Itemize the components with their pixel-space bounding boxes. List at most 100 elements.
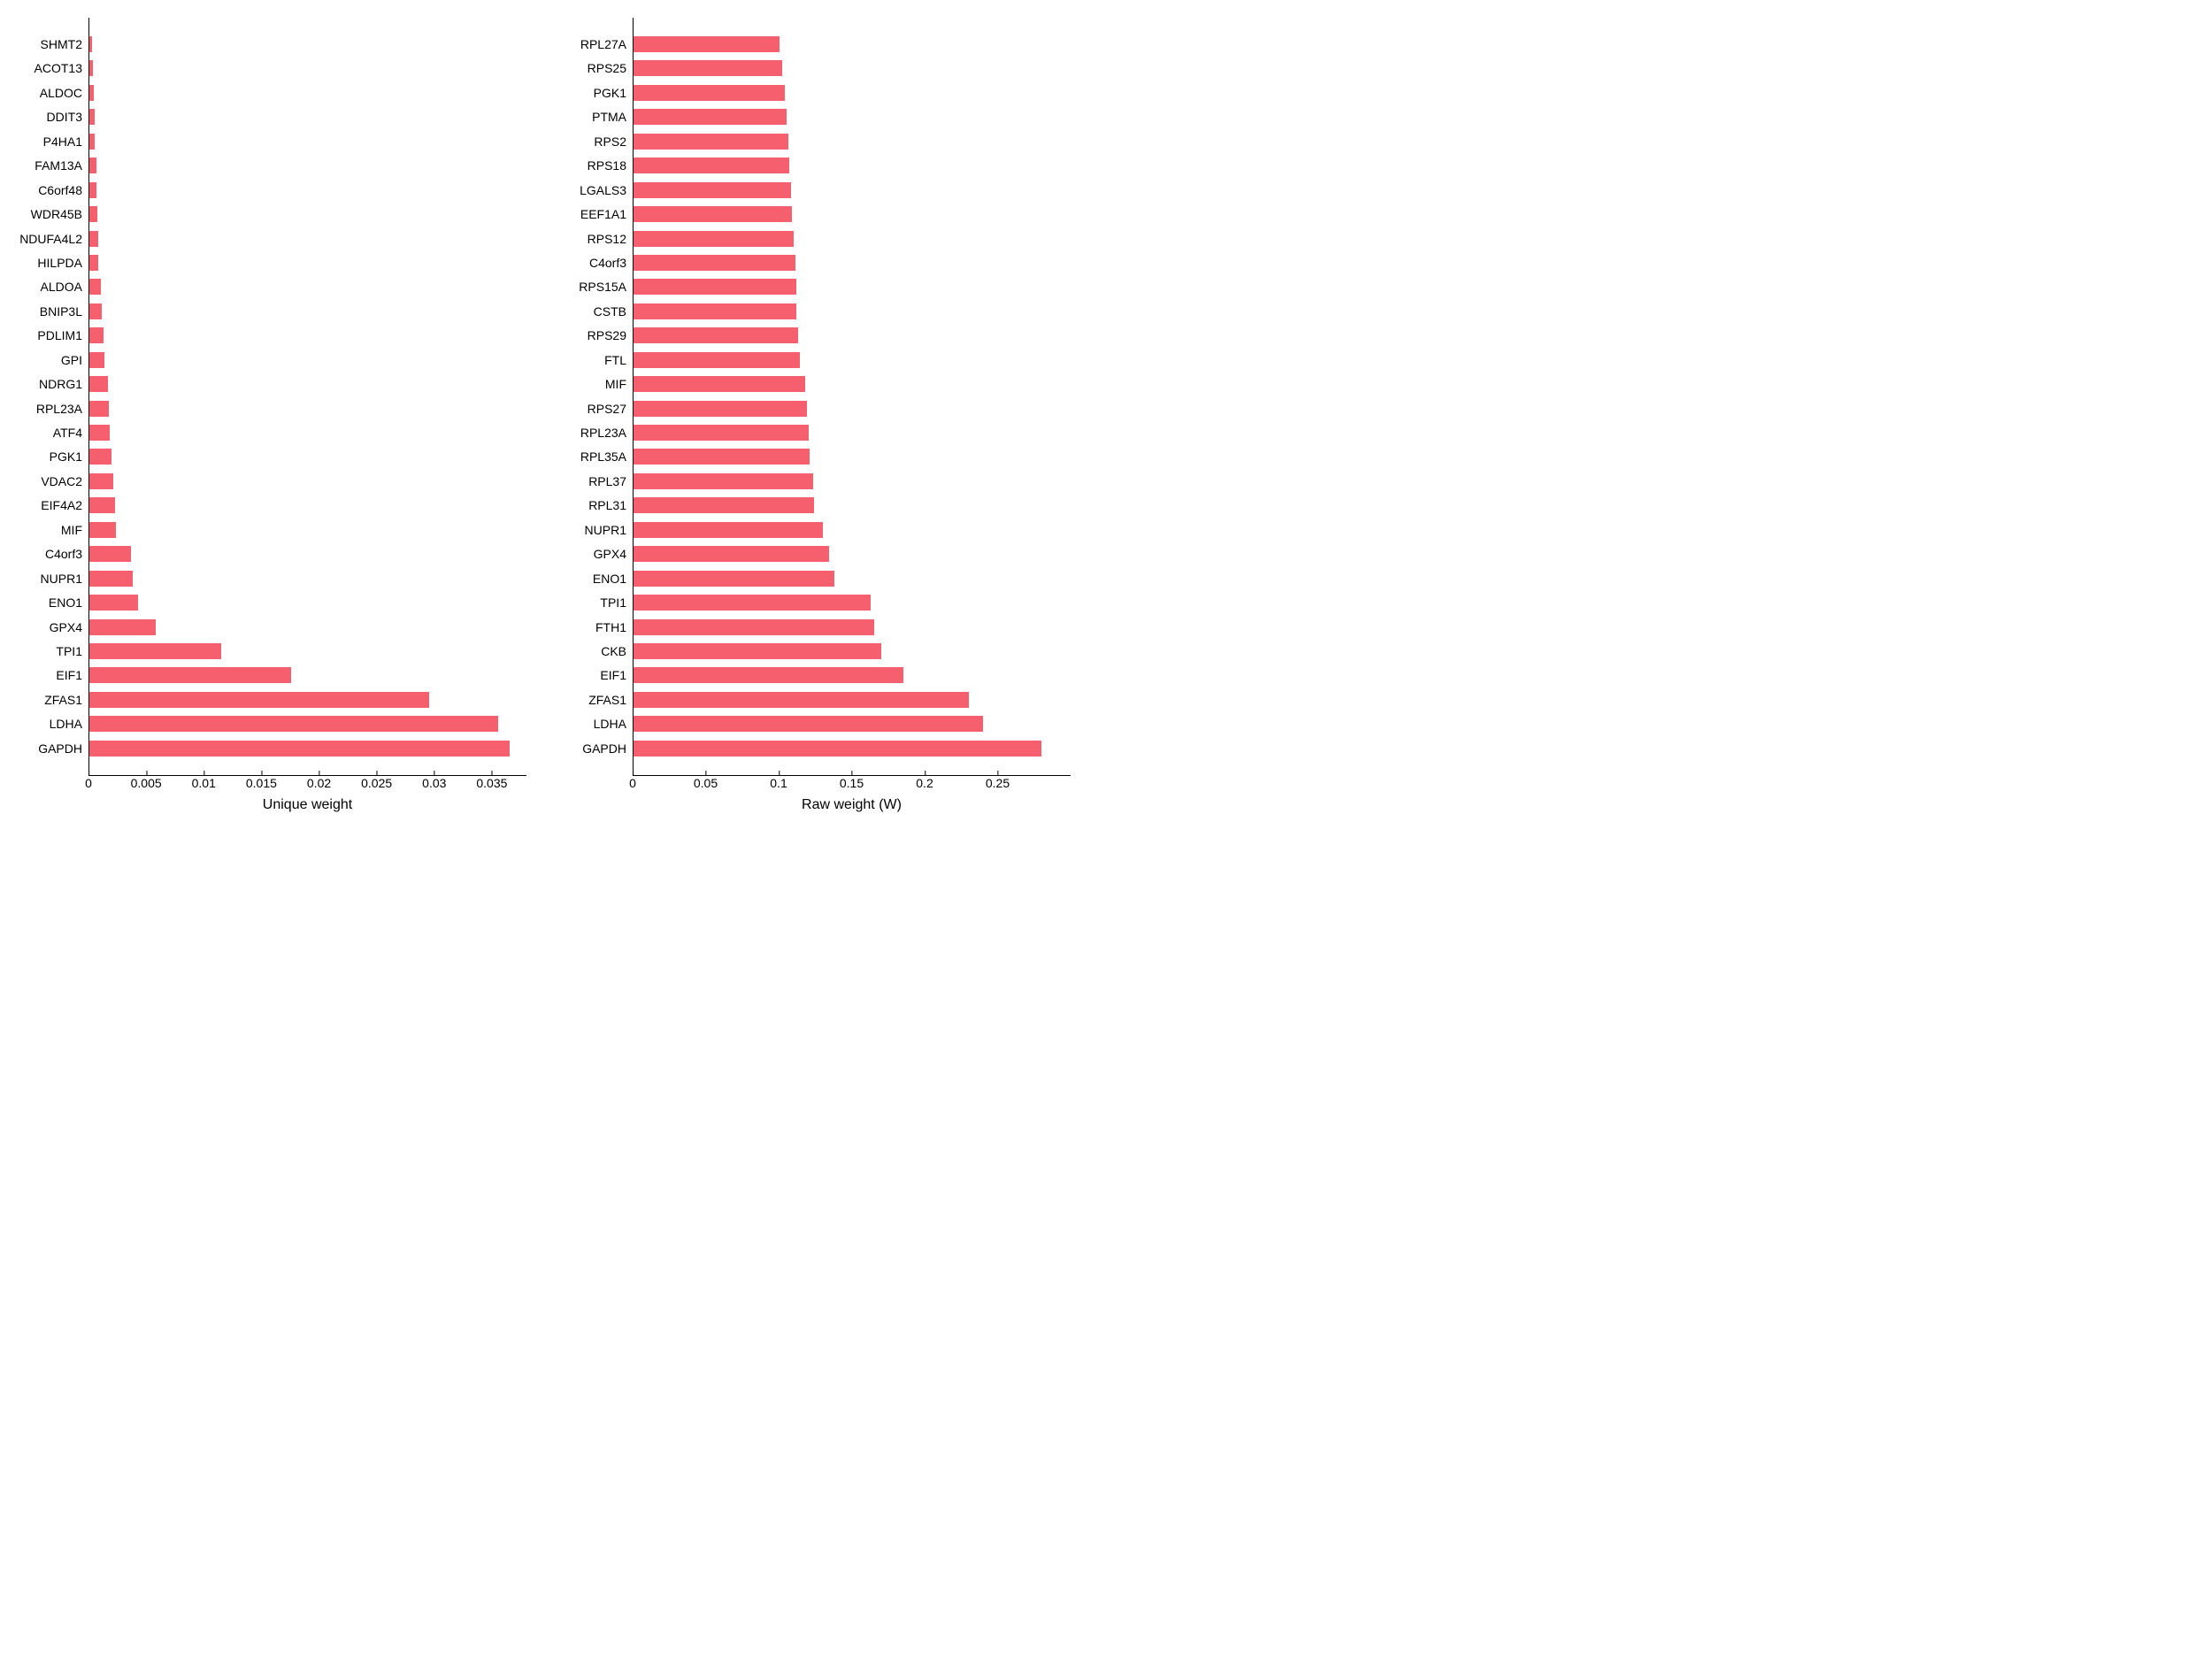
bar-label: LDHA (594, 718, 634, 730)
bar-rect (634, 182, 791, 198)
bar-row: HILPDA (89, 254, 526, 272)
x-tick: 0.2 (916, 776, 933, 790)
bar-rect (634, 327, 798, 343)
right-plot-area: RPL27ARPS25PGK1PTMARPS2RPS18LGALS3EEF1A1… (633, 18, 1071, 776)
bar-rect (634, 255, 795, 271)
bar-label: PDLIM1 (37, 329, 89, 342)
bar-row: MIF (634, 375, 1071, 393)
bar-rect (634, 692, 969, 708)
bar-row: GAPDH (634, 740, 1071, 757)
bar-label: NUPR1 (41, 572, 89, 585)
bar-rect (89, 522, 116, 538)
bar-rect (89, 376, 108, 392)
bar-row: GPI (89, 351, 526, 369)
bar-rect (89, 279, 101, 295)
bar-label: RPL37 (588, 475, 634, 488)
bar-rect (89, 741, 510, 757)
bar-label: LDHA (50, 718, 89, 730)
x-tick: 0.25 (986, 776, 1010, 790)
bar-rect (634, 473, 813, 489)
bar-rect (634, 571, 834, 587)
bar-rect (89, 157, 96, 173)
bar-label: ENO1 (49, 596, 89, 609)
bar-label: ENO1 (593, 572, 634, 585)
bar-rect (634, 36, 780, 52)
bar-label: WDR45B (31, 208, 89, 220)
bar-row: TPI1 (89, 642, 526, 660)
bar-row: LGALS3 (634, 181, 1071, 199)
bar-row: VDAC2 (89, 472, 526, 490)
bar-label: GAPDH (582, 742, 634, 755)
bar-rect (89, 352, 104, 368)
bar-label: VDAC2 (41, 475, 89, 488)
bar-label: RPS15A (579, 280, 634, 293)
bar-row: PGK1 (634, 84, 1071, 102)
bar-label: NDUFA4L2 (19, 233, 89, 245)
bar-rect (634, 60, 782, 76)
bar-rect (634, 85, 785, 101)
left-bars-group: SHMT2ACOT13ALDOCDDIT3P4HA1FAM13AC6orf48W… (89, 35, 526, 757)
bar-label: GPX4 (594, 548, 634, 560)
bar-rect (89, 85, 94, 101)
bar-label: EIF4A2 (41, 499, 89, 511)
bar-row: DDIT3 (89, 108, 526, 126)
bar-rect (89, 109, 95, 125)
x-tick: 0.1 (770, 776, 787, 790)
bar-row: MIF (89, 521, 526, 539)
bar-label: MIF (61, 524, 89, 536)
x-tick: 0 (629, 776, 636, 790)
bar-label: EIF1 (600, 669, 634, 681)
bar-row: ATF4 (89, 424, 526, 442)
bar-label: P4HA1 (43, 135, 89, 148)
bar-rect (89, 36, 92, 52)
bar-label: MIF (605, 378, 634, 390)
bar-label: PGK1 (50, 450, 89, 463)
bar-rect (89, 255, 98, 271)
bar-label: PGK1 (594, 87, 634, 99)
left-panel: SHMT2ACOT13ALDOCDDIT3P4HA1FAM13AC6orf48W… (9, 18, 553, 820)
bar-rect (634, 376, 805, 392)
bar-label: PTMA (592, 111, 634, 123)
bar-rect (89, 182, 96, 198)
bar-rect (89, 497, 115, 513)
bar-rect (89, 643, 221, 659)
bar-row: ZFAS1 (89, 691, 526, 709)
bar-row: RPL23A (89, 400, 526, 418)
bar-row: WDR45B (89, 205, 526, 223)
bar-row: PGK1 (89, 448, 526, 465)
bar-row: FTH1 (634, 618, 1071, 636)
bar-label: EEF1A1 (580, 208, 634, 220)
left-x-axis: 00.0050.010.0150.020.0250.030.035 Unique… (88, 776, 526, 820)
bar-row: NUPR1 (89, 570, 526, 588)
bar-row: EEF1A1 (634, 205, 1071, 223)
bar-rect (634, 303, 796, 319)
bar-rect (634, 619, 874, 635)
bar-row: RPL37 (634, 472, 1071, 490)
right-bars-group: RPL27ARPS25PGK1PTMARPS2RPS18LGALS3EEF1A1… (634, 35, 1071, 757)
bar-label: ALDOA (41, 280, 89, 293)
bar-row: PDLIM1 (89, 326, 526, 344)
bar-rect (89, 425, 110, 441)
bar-rect (634, 401, 807, 417)
bar-rect (634, 643, 881, 659)
bar-label: RPL27A (580, 38, 634, 50)
x-tick: 0.15 (840, 776, 864, 790)
x-tick: 0.035 (476, 776, 507, 790)
x-tick: 0.025 (361, 776, 392, 790)
bar-label: C6orf48 (38, 184, 89, 196)
bar-row: RPS15A (634, 278, 1071, 296)
bar-row: RPS12 (634, 230, 1071, 248)
bar-row: ALDOA (89, 278, 526, 296)
right-x-axis: 00.050.10.150.20.25 Raw weight (W) (633, 776, 1071, 820)
bar-row: NDUFA4L2 (89, 230, 526, 248)
bar-label: ACOT13 (35, 62, 89, 74)
bar-rect (89, 473, 113, 489)
bar-rect (634, 449, 810, 465)
x-tick: 0.005 (131, 776, 162, 790)
bar-row: FTL (634, 351, 1071, 369)
bar-row: LDHA (634, 715, 1071, 733)
bar-row: RPS27 (634, 400, 1071, 418)
bar-row: C6orf48 (89, 181, 526, 199)
bar-label: RPS2 (594, 135, 634, 148)
bar-row: RPL31 (634, 496, 1071, 514)
